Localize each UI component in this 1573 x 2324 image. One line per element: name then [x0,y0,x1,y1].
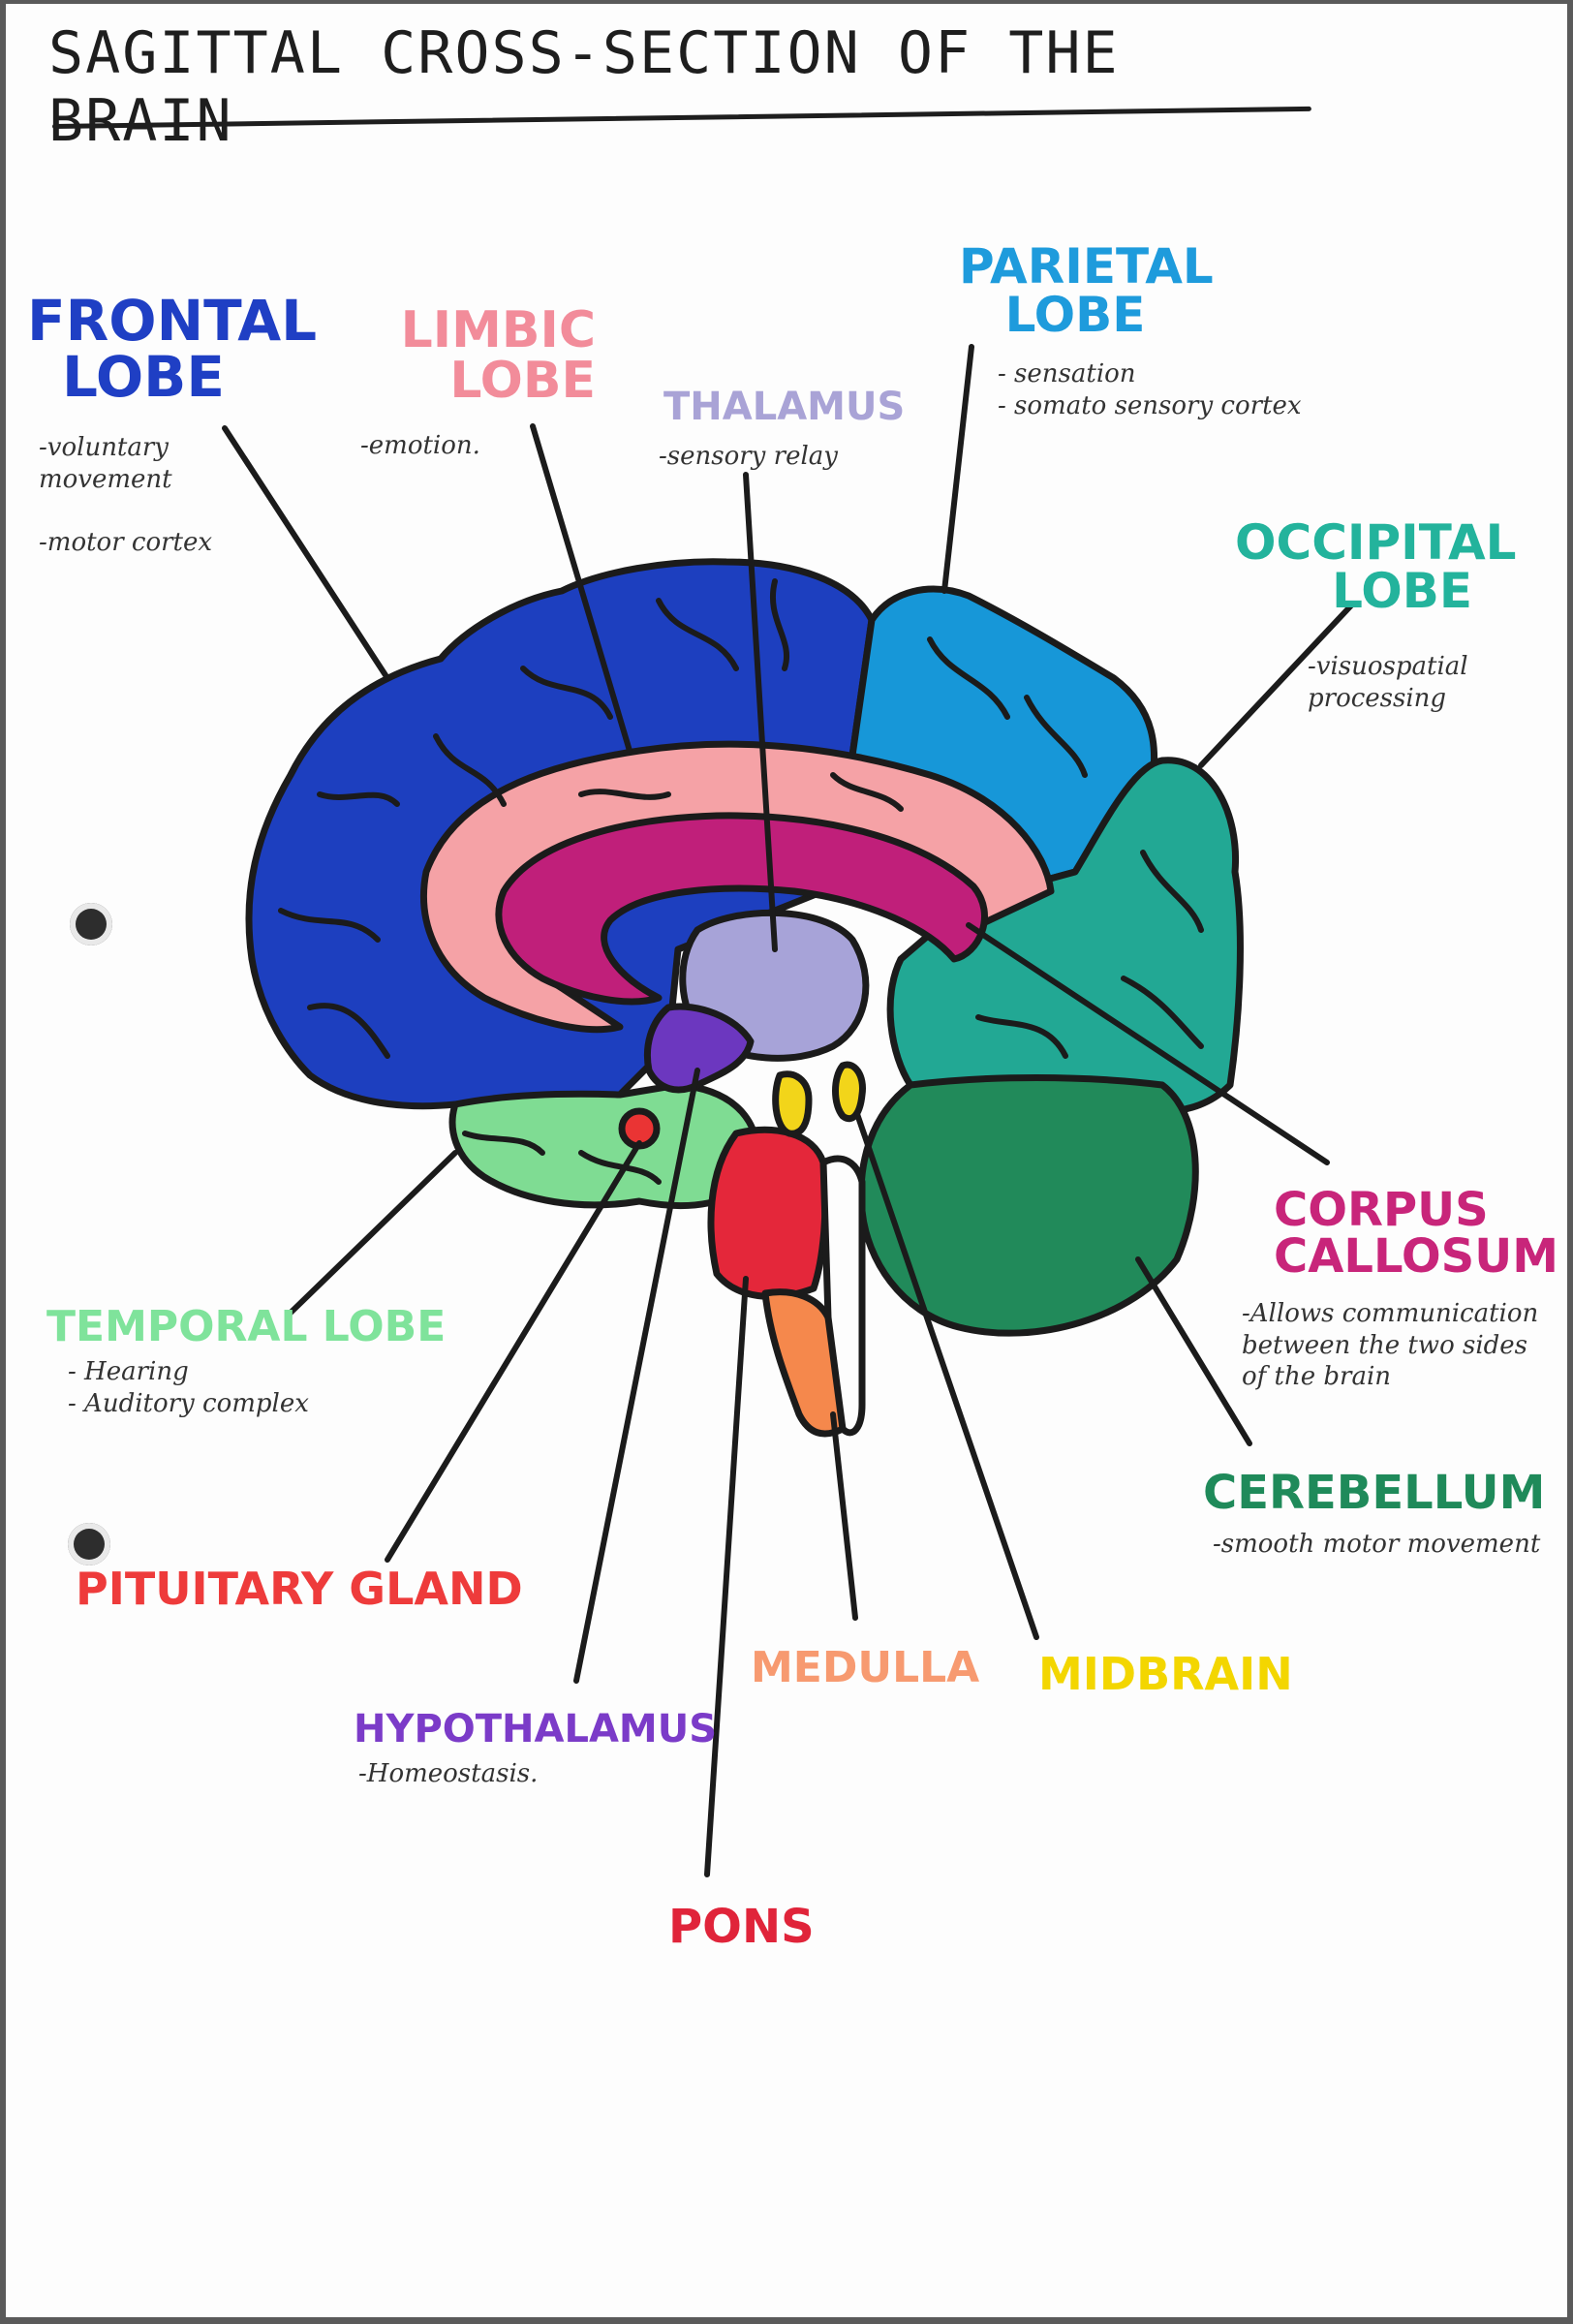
label-corpus-callosum: CORPUS CALLOSUM [1274,1183,1558,1284]
desc-corpus-callosum: -Allows communication between the two si… [1242,1299,1539,1391]
label-pituitary-gland: PITUITARY GLAND [76,1563,523,1615]
gyri-lines [278,578,1204,1185]
page-title: SAGITTAL CROSS-SECTION OF THE BRAIN [48,19,1120,155]
label-frontal-lobe: FRONTAL LOBE [27,288,318,410]
label-midbrain: MIDBRAIN [1038,1648,1293,1700]
punch-hole-top [70,903,112,945]
desc-limbic-lobe: -emotion. [360,431,480,460]
leader-lines [222,344,1354,1877]
desc-thalamus: -sensory relay [659,442,838,471]
midbrain-region [772,1070,813,1137]
brainstem-outline [819,1155,866,1437]
label-parietal-lobe: PARIETAL LOBE [959,238,1214,343]
desc-frontal-lobe: -voluntary movement -motor cortex [39,433,213,557]
pons-region [707,1126,829,1300]
label-medulla: MEDULLA [751,1643,980,1692]
desc-temporal-lobe: - Hearing - Auditory complex [68,1357,309,1418]
desc-cerebellum: -smooth motor movement [1213,1530,1541,1559]
occipital-lobe-region [886,757,1244,1115]
label-cerebellum: CEREBELLUM [1203,1466,1546,1520]
desc-occipital-lobe: -visuospatial processing [1308,652,1468,713]
label-hypothalamus: HYPOTHALAMUS [354,1707,718,1751]
desc-hypothalamus: -Homeostasis. [358,1759,539,1788]
cerebellum-region [857,1074,1199,1337]
punch-hole-bottom [68,1523,110,1565]
label-pons: PONS [668,1900,815,1954]
label-thalamus: THALAMUS [663,385,906,429]
label-occipital-lobe: OCCIPITAL LOBE [1235,514,1517,619]
midbrain-region-2 [832,1061,866,1123]
desc-parietal-lobe: - sensation - somato sensory cortex [998,359,1302,420]
corpus-callosum-region [495,812,988,1006]
label-temporal-lobe: TEMPORAL LOBE [46,1302,447,1351]
label-limbic-lobe: LIMBIC LOBE [400,301,596,410]
